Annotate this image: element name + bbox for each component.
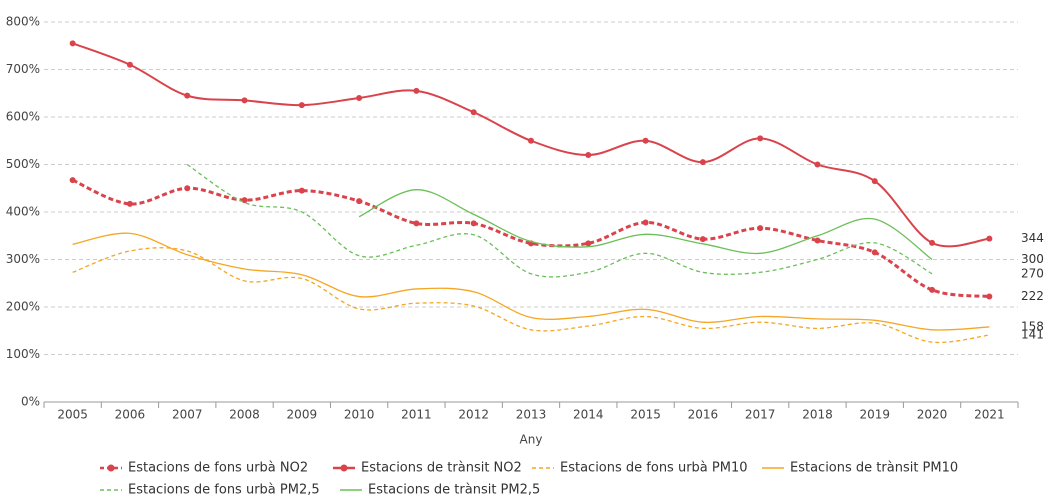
- x-tick-label: 2014: [573, 408, 604, 422]
- x-tick-label: 2010: [344, 408, 375, 422]
- end-label: 222: [1021, 289, 1044, 303]
- point: [528, 137, 534, 144]
- end-label: 300: [1021, 252, 1044, 266]
- series-line: [358, 189, 933, 261]
- y-tick-label: 800%: [6, 15, 40, 29]
- point: [757, 225, 764, 232]
- x-tick-label: 2009: [287, 408, 318, 422]
- x-tick-label: 2005: [57, 408, 88, 422]
- legend: Estacions de fons urbà NO2 Estacions de t…: [100, 461, 958, 498]
- end-label: 270: [1021, 266, 1044, 280]
- point: [184, 185, 191, 192]
- x-tick-label: 2016: [688, 408, 719, 422]
- legend-label: Estacions de fons urbà NO2: [128, 461, 308, 476]
- x-tick-label: 2013: [516, 408, 547, 422]
- point: [585, 152, 592, 158]
- point: [642, 137, 649, 144]
- point: [298, 187, 305, 194]
- x-tick-label: 2017: [745, 408, 776, 422]
- legend-label: Estacions de fons urbà PM2,5: [128, 483, 320, 498]
- point: [585, 240, 592, 247]
- legend-label: Estacions de fons urbà PM10: [560, 461, 748, 476]
- end-label: 141: [1021, 328, 1044, 342]
- point: [929, 286, 936, 293]
- legend-label: Estacions de trànsit PM2,5: [368, 483, 540, 498]
- point: [126, 61, 133, 68]
- legend-marker: [340, 464, 348, 472]
- point: [241, 97, 248, 104]
- point: [871, 178, 878, 185]
- x-tick-label: 2021: [974, 408, 1005, 422]
- series-line: [72, 232, 990, 331]
- point: [184, 92, 191, 99]
- point: [871, 249, 878, 256]
- legend-marker: [107, 464, 115, 472]
- point: [298, 102, 305, 109]
- x-tick-label: 2019: [859, 408, 890, 422]
- point: [413, 87, 420, 94]
- point: [126, 200, 133, 207]
- point: [241, 197, 248, 204]
- x-tick-label: 2015: [630, 408, 661, 422]
- point: [642, 219, 649, 226]
- point: [757, 135, 764, 142]
- y-tick-label: 100%: [6, 347, 40, 361]
- end-label: 344: [1021, 231, 1044, 245]
- y-tick-label: 0%: [21, 395, 40, 409]
- point: [470, 220, 477, 227]
- series-line: [186, 163, 933, 278]
- point: [470, 109, 477, 116]
- x-tick-label: 2018: [802, 408, 833, 422]
- point: [69, 40, 76, 47]
- point: [356, 198, 363, 205]
- point: [413, 220, 420, 227]
- point: [986, 235, 993, 242]
- x-tick-label: 2011: [401, 408, 432, 422]
- x-tick-label: 2006: [115, 408, 146, 422]
- y-tick-label: 300%: [6, 252, 40, 266]
- series-line: [72, 247, 990, 344]
- point: [699, 236, 706, 243]
- legend-label: Estacions de trànsit NO2: [361, 461, 522, 476]
- point: [699, 159, 706, 166]
- x-tick-label: 2020: [917, 408, 948, 422]
- y-tick-label: 700%: [6, 62, 40, 76]
- y-tick-label: 200%: [6, 300, 40, 314]
- point: [814, 237, 821, 244]
- end-label: 158: [1021, 319, 1044, 333]
- x-tick-label: 2007: [172, 408, 203, 422]
- series-line: [72, 42, 990, 248]
- y-tick-label: 400%: [6, 205, 40, 219]
- x-tick-label: 2012: [458, 408, 489, 422]
- point: [929, 239, 936, 246]
- legend-label: Estacions de trànsit PM10: [790, 461, 958, 476]
- x-tick-label: 2008: [229, 408, 260, 422]
- point: [69, 177, 76, 184]
- point: [356, 95, 363, 101]
- point: [814, 161, 821, 168]
- point: [986, 293, 993, 300]
- series-line: [72, 178, 990, 299]
- x-axis-title: Any: [520, 433, 543, 447]
- y-tick-label: 600%: [6, 110, 40, 124]
- y-tick-label: 500%: [6, 157, 40, 171]
